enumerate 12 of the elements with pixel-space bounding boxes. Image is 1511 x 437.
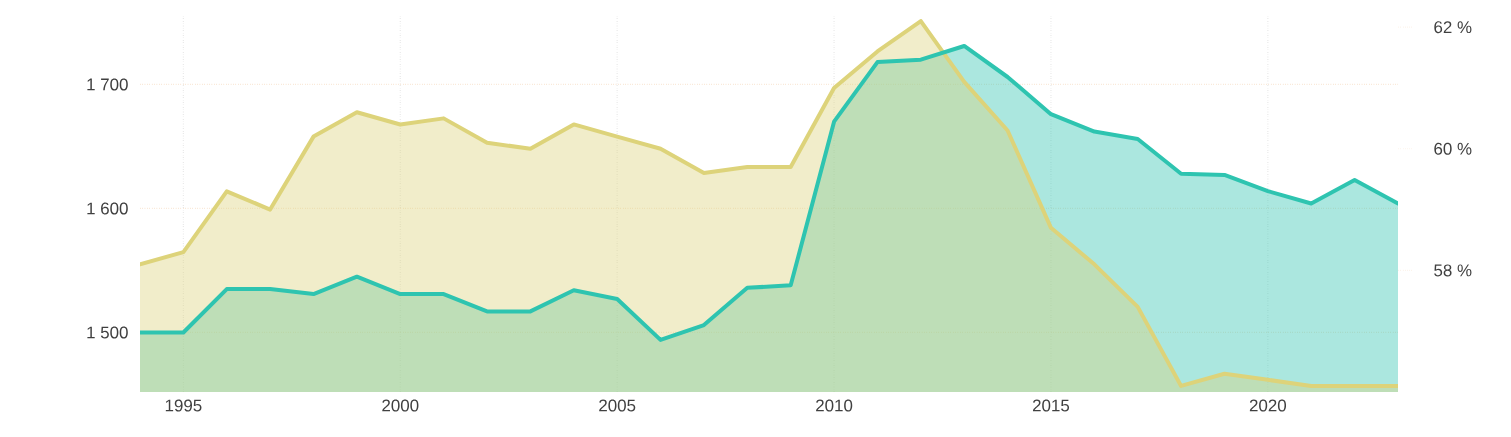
y2-tick-label: 62 % (1434, 21, 1472, 34)
x-tick-label: 2010 (816, 399, 853, 412)
y-tick-label: 1 500 (87, 326, 128, 339)
x-tick-label: 2005 (599, 399, 636, 412)
y2-tick-label: 60 % (1434, 142, 1472, 155)
y2-tick-label: 58 % (1434, 264, 1472, 277)
y-tick-label: 1 600 (87, 202, 128, 215)
x-tick-label: 1995 (165, 399, 202, 412)
x-tick-label: 2020 (1249, 399, 1287, 412)
x-tick-label: 2015 (1032, 399, 1070, 412)
x-tick-label: 2000 (382, 399, 419, 412)
y-tick-label: 1 700 (87, 78, 128, 91)
